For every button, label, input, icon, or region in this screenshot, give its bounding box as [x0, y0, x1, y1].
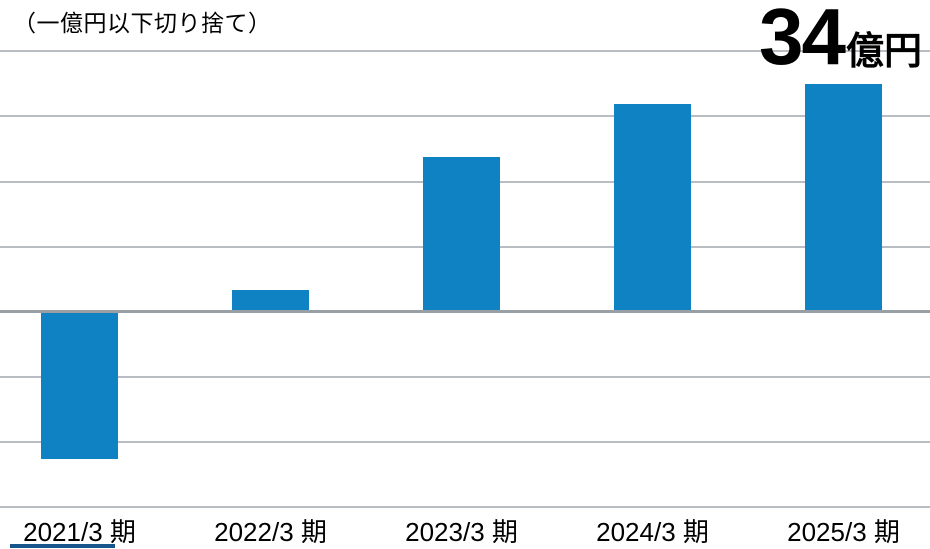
gridline	[0, 506, 930, 508]
x-axis-label: 2023/3 期	[405, 517, 518, 547]
zero-axis-line	[0, 310, 930, 313]
x-axis-label: 2024/3 期	[596, 517, 709, 547]
gridline	[0, 376, 930, 378]
gridline	[0, 115, 930, 117]
latest-value-callout: 34 億円	[759, 0, 922, 77]
latest-value: 34	[759, 0, 846, 81]
gridline	[0, 441, 930, 443]
x-axis-label: 2022/3 期	[214, 517, 327, 547]
bar-2025/3期	[805, 84, 882, 310]
x-axis-label: 2025/3 期	[787, 517, 900, 547]
gridline	[0, 50, 930, 52]
x-axis-label: 2021/3 期	[23, 517, 136, 547]
bar-2024/3期	[614, 103, 691, 310]
bar-2023/3期	[423, 157, 500, 310]
latest-value-unit: 億円	[845, 31, 922, 73]
bar-2022/3期	[232, 290, 309, 310]
chart-note: （一億円以下切り捨て）	[13, 10, 272, 36]
cropped-partial-element	[10, 544, 115, 548]
bar-2021/3期	[41, 313, 118, 460]
